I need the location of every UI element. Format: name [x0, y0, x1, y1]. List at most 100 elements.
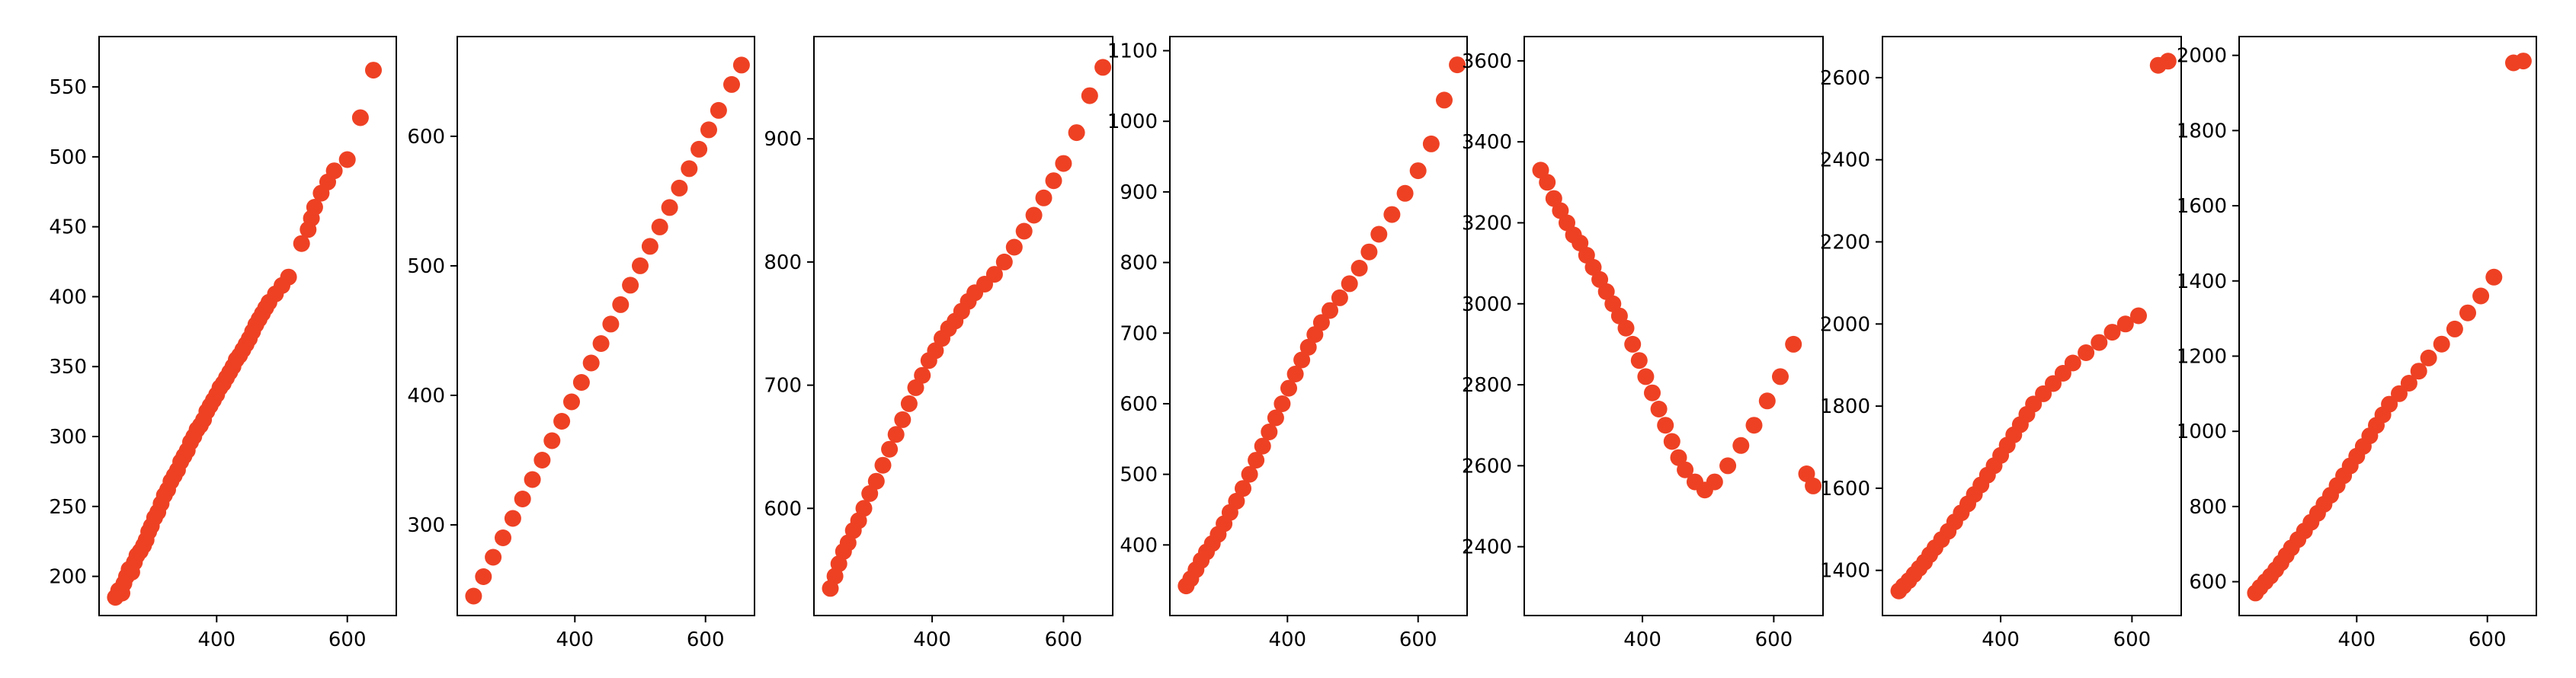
- axes-frame: [1523, 36, 1824, 616]
- data-point: [504, 510, 521, 527]
- data-point: [2064, 354, 2081, 372]
- data-point: [485, 548, 502, 566]
- y-tick-label: 2000: [1820, 313, 1870, 336]
- y-tick-label: 800: [2189, 496, 2227, 519]
- data-point: [602, 315, 620, 333]
- data-point: [622, 277, 639, 294]
- y-tick-label: 200: [49, 566, 87, 589]
- chart-1: 400 600 200 250 300 350 400 450 500 550: [49, 36, 397, 651]
- y-tick-label: 700: [1120, 322, 1158, 345]
- x-tick-label: 400: [2337, 628, 2376, 651]
- chart-4: 400 600 400 500 600 700 800 900 1000 1100: [1107, 36, 1468, 651]
- data-point: [1299, 338, 1317, 356]
- data-point: [2391, 385, 2408, 402]
- y-tick-label: 400: [407, 385, 445, 408]
- data-point: [700, 121, 717, 139]
- data-point: [2485, 268, 2503, 286]
- data-point: [914, 366, 931, 384]
- data-point: [900, 395, 918, 412]
- data-point: [2446, 320, 2463, 337]
- data-point: [351, 109, 369, 126]
- y-tick-label: 400: [1120, 534, 1158, 557]
- data-point: [365, 62, 382, 79]
- data-point: [1360, 243, 1378, 261]
- points: [1177, 56, 1466, 595]
- data-point: [894, 411, 912, 428]
- data-point: [1644, 384, 1661, 401]
- data-point: [2410, 363, 2427, 380]
- data-point: [2103, 324, 2121, 341]
- y-tick-label: 700: [764, 375, 802, 398]
- data-point: [475, 568, 492, 585]
- y-tick-label: 600: [1120, 393, 1158, 416]
- y-tick-label: 300: [407, 514, 445, 537]
- data-point: [1409, 162, 1427, 180]
- y-tick-label: 2800: [1462, 374, 1512, 397]
- data-point: [1341, 275, 1358, 293]
- data-point: [2433, 335, 2450, 353]
- data-point: [1772, 368, 1789, 385]
- axes-frame: [98, 36, 397, 616]
- data-point: [514, 491, 531, 507]
- y-tick-label: 900: [764, 128, 802, 151]
- y-tick-label: 300: [49, 426, 87, 449]
- x-tick-label: 600: [687, 628, 725, 651]
- data-point: [1396, 184, 1414, 202]
- data-point: [2116, 315, 2134, 333]
- data-point: [293, 235, 310, 252]
- chart-5: 400 600 2400 2600 2800 3000 3200 3400 3600: [1462, 36, 1824, 651]
- x-tick-label: 400: [1623, 628, 1661, 651]
- data-point: [1322, 302, 1338, 319]
- y-tick-label: 500: [407, 255, 445, 278]
- data-point: [1436, 91, 1453, 109]
- data-point: [2159, 53, 2177, 70]
- data-point: [1035, 189, 1053, 206]
- chart-3: 400 600 600 700 800 900: [764, 36, 1113, 651]
- x-tick-label: 400: [913, 628, 951, 651]
- data-point: [1005, 238, 1023, 256]
- data-point: [671, 179, 688, 197]
- points: [1532, 162, 1822, 499]
- y-tick-label: 1000: [2177, 421, 2227, 443]
- data-point: [1539, 174, 1556, 191]
- data-point: [1228, 492, 1245, 510]
- y-tick-label: 500: [49, 146, 87, 169]
- data-point: [1785, 335, 1802, 353]
- points: [822, 59, 1112, 597]
- data-point: [1758, 392, 1776, 410]
- data-point: [1331, 289, 1348, 306]
- points: [465, 56, 750, 605]
- points: [107, 62, 382, 606]
- data-point: [1617, 319, 1635, 337]
- y-tick-label: 2600: [1462, 455, 1512, 478]
- data-point: [543, 432, 561, 449]
- data-point: [710, 101, 727, 119]
- data-point: [2420, 349, 2437, 366]
- data-point: [690, 140, 708, 158]
- data-point: [907, 379, 924, 396]
- data-point: [651, 218, 668, 235]
- chart-7: 400 600 600 800 1000 1200 1400 1600 1800 2000: [2177, 36, 2537, 651]
- data-point: [2514, 53, 2532, 70]
- y-tick-label: 1800: [2177, 120, 2227, 142]
- data-point: [1805, 477, 1822, 494]
- data-point: [1025, 206, 1043, 224]
- axes-frame: [813, 36, 1113, 616]
- data-point: [572, 374, 590, 391]
- x-tick-label: 600: [1045, 628, 1083, 651]
- x-tick-label: 400: [1982, 628, 2020, 651]
- y-tick-label: 2200: [1820, 232, 1870, 254]
- data-point: [661, 199, 678, 216]
- data-point: [1657, 417, 1674, 434]
- data-point: [861, 485, 879, 502]
- data-point: [524, 471, 541, 488]
- points: [2247, 53, 2532, 602]
- data-point: [1637, 368, 1655, 385]
- data-point: [723, 75, 740, 93]
- data-point: [2400, 375, 2417, 392]
- y-tick-label: 600: [407, 126, 445, 149]
- data-point: [1383, 206, 1401, 223]
- data-point: [2459, 304, 2476, 321]
- data-point: [1624, 335, 1642, 353]
- data-point: [582, 354, 600, 372]
